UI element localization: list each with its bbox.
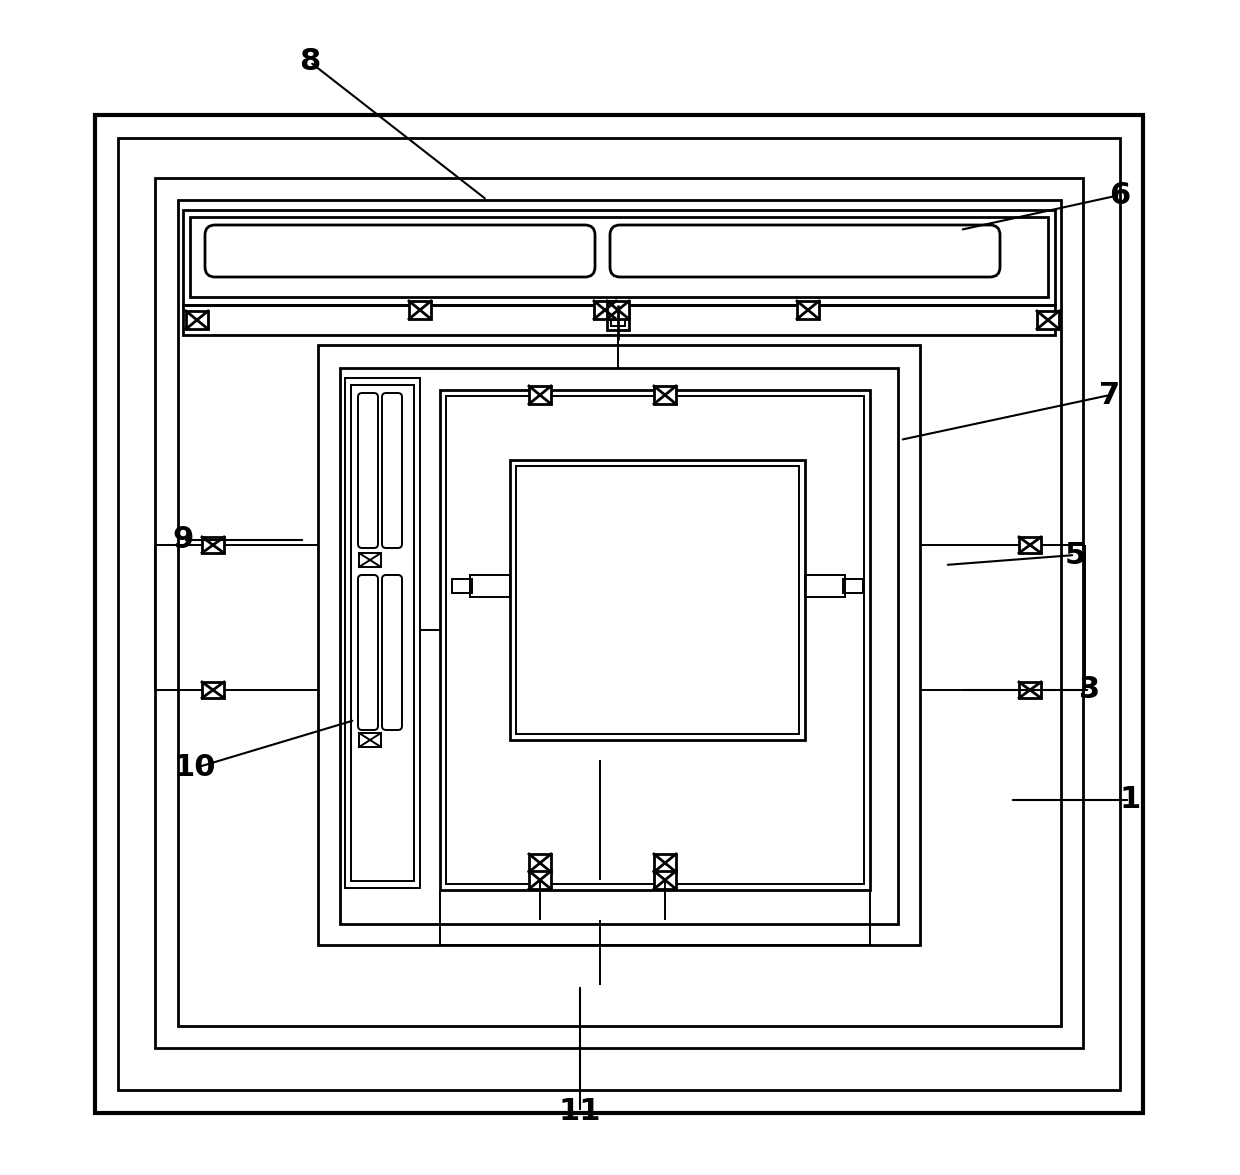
- Bar: [529, 387, 551, 404]
- Bar: [797, 301, 818, 318]
- Bar: [529, 871, 551, 889]
- Bar: [608, 301, 629, 318]
- Text: 5: 5: [1064, 540, 1086, 570]
- FancyBboxPatch shape: [205, 224, 595, 277]
- Bar: [453, 579, 472, 593]
- FancyBboxPatch shape: [610, 224, 999, 277]
- Bar: [186, 311, 208, 329]
- Bar: [653, 387, 676, 404]
- Bar: [351, 385, 414, 881]
- Bar: [529, 854, 551, 872]
- Bar: [653, 871, 676, 889]
- Bar: [608, 310, 629, 330]
- FancyBboxPatch shape: [358, 392, 378, 548]
- Bar: [510, 459, 805, 740]
- Bar: [805, 575, 844, 597]
- Text: 6: 6: [1110, 181, 1131, 209]
- Bar: [179, 200, 1061, 1026]
- Text: 7: 7: [1100, 381, 1121, 410]
- Bar: [118, 137, 1120, 1090]
- Bar: [611, 314, 625, 325]
- Bar: [594, 301, 616, 318]
- Text: 10: 10: [174, 753, 216, 783]
- Bar: [95, 115, 1143, 1113]
- Bar: [653, 854, 676, 872]
- Bar: [317, 345, 920, 945]
- Bar: [360, 733, 381, 747]
- Bar: [440, 390, 870, 889]
- Bar: [190, 217, 1048, 297]
- Bar: [1019, 682, 1042, 698]
- Bar: [155, 177, 1083, 1048]
- Bar: [345, 378, 420, 888]
- Bar: [340, 368, 898, 924]
- Bar: [409, 301, 432, 318]
- Bar: [360, 553, 381, 568]
- Text: 11: 11: [559, 1097, 601, 1127]
- Bar: [184, 210, 1055, 306]
- FancyBboxPatch shape: [382, 392, 402, 548]
- Text: 1: 1: [1120, 786, 1141, 814]
- Bar: [470, 575, 510, 597]
- Bar: [202, 682, 224, 698]
- Text: 8: 8: [299, 47, 321, 76]
- Bar: [516, 466, 799, 734]
- Text: 3: 3: [1080, 676, 1101, 705]
- Bar: [446, 396, 864, 884]
- FancyBboxPatch shape: [358, 575, 378, 730]
- Bar: [202, 537, 224, 553]
- Bar: [1019, 537, 1042, 553]
- Bar: [184, 306, 1055, 335]
- Bar: [843, 579, 863, 593]
- Bar: [1037, 311, 1059, 329]
- FancyBboxPatch shape: [382, 575, 402, 730]
- Text: 9: 9: [172, 525, 193, 555]
